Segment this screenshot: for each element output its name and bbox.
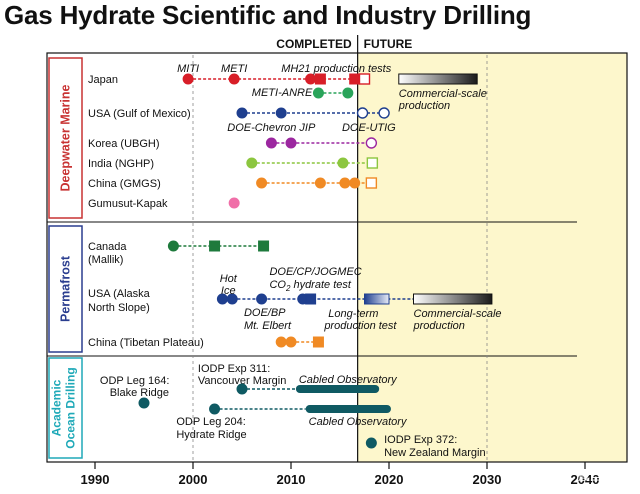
annotation-new-zealand-margin: New Zealand Margin xyxy=(384,447,486,459)
x-tick-label: 1990 xyxy=(81,472,110,487)
bar-long-term-production-test xyxy=(364,293,390,305)
annotation-co2-hydrate-test: CO2 hydrate test xyxy=(269,279,351,293)
annotation-meti-anre: METI-ANRE xyxy=(252,87,313,99)
bar-cabled-observatory-2 xyxy=(305,405,391,413)
data-point-korea xyxy=(285,137,297,149)
x-tick-label: 2010 xyxy=(277,472,306,487)
data-point-japan xyxy=(314,73,326,85)
watermark-logo: 震旦能源 xyxy=(577,469,626,483)
group-label-deepwater-marine-box xyxy=(48,57,83,219)
annotation-mt-elbert: Mt. Elbert xyxy=(244,320,292,332)
annotation-blake-ridge: Blake Ridge xyxy=(110,387,169,399)
annotation-miti: MITI xyxy=(177,63,199,75)
data-point-tibet xyxy=(275,336,287,348)
row-label-usa-gulf-of-mexico: USA (Gulf of Mexico) xyxy=(88,108,191,120)
annotation-cabled-observatory-2: Cabled Observatory xyxy=(309,416,408,428)
chart-title: Gas Hydrate Scientific and Industry Dril… xyxy=(4,0,532,30)
annotation-doe-utig: DOE-UTIG xyxy=(342,122,396,134)
x-tick-label: 2000 xyxy=(179,472,208,487)
row-label-china-gmgs: China (GMGS) xyxy=(88,178,161,190)
annotation-production-test: production test xyxy=(323,320,397,332)
annotation-ice: Ice xyxy=(221,285,236,297)
annotation-meti: METI xyxy=(221,63,247,75)
annotation-commercial-scale: Commercial-scale xyxy=(399,88,487,100)
group-label-academic-ocean-drilling: Ocean Drilling xyxy=(64,367,78,448)
row-label-mallik: (Mallik) xyxy=(88,254,123,266)
group-label-academic-ocean-drilling: Academic xyxy=(50,379,64,436)
data-point-usa-gom xyxy=(356,107,369,119)
data-point-usa-gom xyxy=(275,107,287,119)
data-point-japan xyxy=(349,73,361,85)
data-point-korea xyxy=(365,137,378,149)
annotation-cabled-observatory-1: Cabled Observatory xyxy=(299,374,398,386)
row-label-north-slope: North Slope) xyxy=(88,302,150,314)
data-point-japan xyxy=(182,73,194,85)
annotation-doe-bp: DOE/BP xyxy=(244,307,286,319)
annotation-doe-chevron: DOE-Chevron JIP xyxy=(227,122,316,134)
data-point-iodp-372 xyxy=(365,437,377,449)
group-label-permafrost: Permafrost xyxy=(59,255,73,322)
data-point-usa-gom xyxy=(378,107,390,119)
data-point-alaska xyxy=(305,293,317,305)
annotation-hydrate-ridge: Hydrate Ridge xyxy=(176,429,246,441)
data-point-alaska xyxy=(226,293,238,305)
bar-cabled-observatory-1 xyxy=(295,385,380,393)
row-label-china-tibetan-plateau: China (Tibetan Plateau) xyxy=(88,337,204,349)
annotation-production-2: production xyxy=(413,320,465,332)
data-point-canada xyxy=(167,240,179,252)
data-point-tibet xyxy=(312,336,324,348)
data-point-china-gmgs xyxy=(256,177,268,189)
group-label-academic-ocean-drilling-box xyxy=(48,357,83,459)
x-tick-label: 2030 xyxy=(473,472,502,487)
x-tick-label: 2020 xyxy=(375,472,404,487)
annotation-odp-164: ODP Leg 164: xyxy=(100,375,170,387)
annotation-doe-cp-jogmec: DOE/CP/JOGMEC xyxy=(269,266,361,278)
data-point-china-gmgs xyxy=(365,177,378,189)
data-point-china-gmgs xyxy=(339,177,351,189)
header-completed: COMPLETED xyxy=(276,37,352,51)
data-point-meti-anre xyxy=(342,87,354,99)
data-point-india xyxy=(246,157,258,169)
annotation-mh21: MH21 production tests xyxy=(281,63,392,75)
data-point-india xyxy=(337,157,349,169)
data-point-odp-164 xyxy=(138,397,150,409)
group-label-deepwater-marine: Deepwater Marine xyxy=(59,84,73,191)
row-label-korea: Korea (UBGH) xyxy=(88,138,160,150)
row-label-india: India (NGHP) xyxy=(88,158,154,170)
data-point-india xyxy=(366,157,379,169)
annotation-odp-204: ODP Leg 204: xyxy=(176,416,246,428)
row-label-canada: Canada xyxy=(88,241,127,253)
data-point-japan xyxy=(305,73,317,85)
bar-commercial-production-alaska xyxy=(413,293,493,305)
data-point-canada xyxy=(258,240,270,252)
data-point-alaska xyxy=(256,293,268,305)
annotation-iodp-311: IODP Exp 311: xyxy=(198,363,270,375)
data-point-usa-gom xyxy=(236,107,248,119)
annotation-commercial-scale-2: Commercial-scale xyxy=(414,308,502,320)
data-point-tibet xyxy=(285,336,297,348)
header-future: FUTURE xyxy=(364,37,413,51)
annotation-commercial-production: production xyxy=(398,100,450,112)
row-label-gumusut-kapak: Gumusut-Kapak xyxy=(88,198,168,210)
data-point-china-gmgs xyxy=(349,177,361,189)
row-label-japan: Japan xyxy=(88,74,118,86)
row-label-usa-alaska: USA (Alaska xyxy=(88,288,151,300)
x-tick-label: 2040 xyxy=(571,472,600,487)
group-label-permafrost-box xyxy=(48,225,83,353)
annotation-hot: Hot xyxy=(220,273,238,285)
data-point-china-gmgs xyxy=(314,177,326,189)
data-point-gumusut xyxy=(228,197,240,209)
annotation-long-term: Long-term xyxy=(328,308,378,320)
data-point-korea xyxy=(265,137,277,149)
data-point-canada xyxy=(209,240,221,252)
data-point-japan xyxy=(358,73,371,85)
annotation-iodp-372: IODP Exp 372: xyxy=(384,434,457,446)
bar-commercial-production-japan xyxy=(398,73,478,85)
future-region xyxy=(357,53,627,462)
data-point-japan xyxy=(228,73,240,85)
plot-frame xyxy=(46,52,628,463)
annotation-vancouver-margin: Vancouver Margin xyxy=(198,375,286,387)
